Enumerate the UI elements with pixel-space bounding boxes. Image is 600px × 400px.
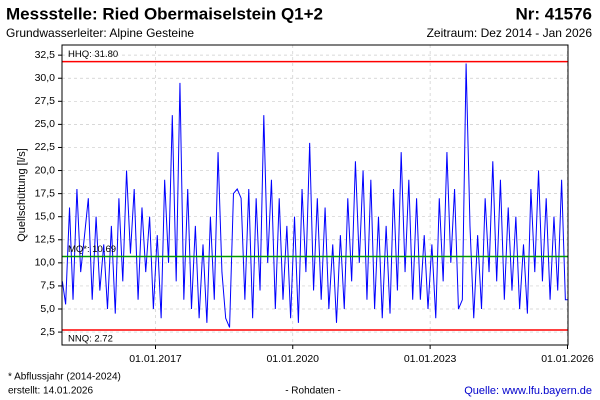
x-tick-label: 01.01.2017 [129,353,182,365]
y-tick-label: 7,5 [40,280,55,292]
y-axis-label: Quellschüttung [l/s] [16,148,28,242]
y-tick-label: 17,5 [35,187,56,199]
footnote: * Abflussjahr (2014-2024) [8,372,121,383]
y-tick-label: 32,5 [35,49,56,61]
reference-label: HHQ: 31.80 [68,49,118,60]
y-tick-label: 12,5 [35,234,56,246]
chart-title: Messstelle: Ried Obermaiselstein Q1+2 [6,4,323,23]
y-tick-label: 25,0 [35,118,56,130]
y-tick-label: 5,0 [40,303,55,315]
x-tick-label: 01.01.2020 [266,353,319,365]
y-tick-label: 22,5 [35,141,56,153]
reference-label: NNQ: 2.72 [68,334,113,345]
subtitle: Grundwasserleiter: Alpine Gesteine [6,26,194,40]
y-tick-label: 15,0 [35,210,56,222]
source-link[interactable]: Quelle: www.lfu.bayern.de [464,385,592,397]
y-tick-label: 27,5 [35,95,56,107]
y-tick-label: 30,0 [35,72,56,84]
created: erstellt: 14.01.2026 [8,386,93,397]
data-kind: - Rohdaten - [285,386,341,397]
station-number: Nr: 41576 [515,4,592,23]
x-tick-label: 01.01.2023 [404,353,457,365]
plot-frame [61,44,569,346]
y-tick-label: 2,5 [40,326,55,338]
y-tick-label: 10,0 [35,257,56,269]
plot-area [62,45,568,345]
y-tick-label: 20,0 [35,164,56,176]
period: Zeitraum: Dez 2014 - Jan 2026 [427,26,593,40]
data-line [61,63,568,328]
x-tick-label: 01.01.2026 [541,353,594,365]
reference-label: MQ*: 10.69 [68,244,116,255]
